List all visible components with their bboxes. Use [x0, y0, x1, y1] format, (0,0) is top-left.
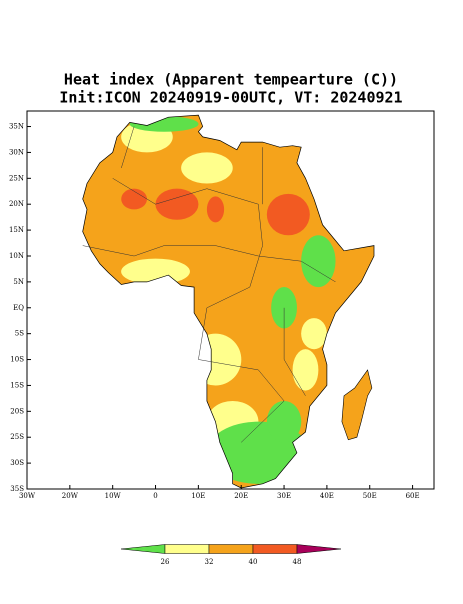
y-tick-label: 25N: [9, 174, 24, 182]
y-tick-label: EQ: [13, 304, 24, 312]
y-tick-label: 10S: [10, 356, 24, 364]
border: [121, 126, 135, 169]
map-layer: [82, 114, 375, 489]
colorbar-swatch: [120, 544, 166, 554]
hot-zone: [121, 188, 148, 210]
colorbar-label: 32: [205, 558, 214, 566]
x-tick-label: 30E: [277, 492, 291, 500]
y-tick-label: 15S: [10, 381, 24, 389]
yellow-zone: [301, 318, 327, 350]
y-tick-label: 5N: [13, 278, 24, 286]
border: [82, 245, 336, 283]
green-zone: [266, 400, 302, 443]
yellow-zone: [181, 152, 233, 184]
y-tick-label: 20S: [10, 407, 24, 415]
colorbar-swatch: [252, 544, 298, 554]
x-tick-label: 20W: [62, 492, 79, 500]
x-tick-label: 0: [153, 492, 157, 500]
x-tick-label: 30W: [19, 492, 36, 500]
axes: 30W 20W 10W 0 10E 20E 30E 40E 50E 60E 35S 30S 25S 20S…: [9, 123, 420, 500]
x-tick-label: 50E: [363, 492, 377, 500]
title: Heat index (Apparent tempearture (C)): [64, 71, 398, 89]
yellow-zone: [189, 333, 242, 386]
madagascar-land: [341, 369, 373, 441]
green-zone: [301, 235, 336, 288]
y-tick-label: 30S: [10, 459, 24, 467]
y-tick-label: 15N: [9, 226, 24, 234]
y-tick-label: 35S: [10, 485, 24, 493]
green-zone: [271, 287, 297, 329]
y-tick-label: 30N: [9, 148, 24, 156]
colorbar-label: 48: [293, 558, 302, 566]
yellow-zone: [292, 349, 319, 391]
x-tick-label: 10W: [105, 492, 122, 500]
yellow-zone: [121, 258, 190, 285]
y-tick-label: 10N: [9, 252, 24, 260]
y-tick-label: 25S: [10, 433, 24, 441]
colorbar-label: 40: [249, 558, 258, 566]
y-tick-label: 35N: [9, 123, 24, 131]
colorbar-swatch: [164, 544, 210, 554]
x-tick-label: 20E: [234, 492, 248, 500]
hot-zone: [155, 188, 199, 220]
colorbar-swatch: [208, 544, 254, 554]
x-tick-label: 40E: [320, 492, 334, 500]
y-tick-label: 5S: [15, 330, 24, 338]
x-tick-label: 60E: [406, 492, 420, 500]
border: [283, 307, 306, 396]
africa-coast: [82, 114, 375, 489]
x-tick-label: 10E: [191, 492, 205, 500]
subtitle: Init:ICON 20240919-00UTC, VT: 20240921: [59, 89, 402, 107]
colorbar: 26 32 40 48: [120, 544, 342, 566]
colorbar-swatch: [296, 544, 342, 554]
hot-zone: [266, 193, 310, 236]
map-frame: [26, 110, 435, 490]
colorbar-label: 26: [161, 558, 170, 566]
y-tick-label: 20N: [9, 200, 24, 208]
hot-zone: [206, 196, 225, 223]
border: [112, 178, 285, 443]
